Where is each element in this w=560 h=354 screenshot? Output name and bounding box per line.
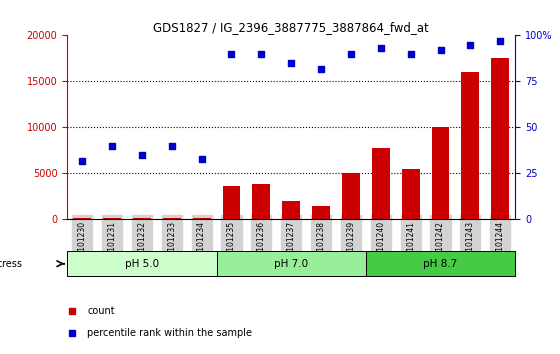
- Text: count: count: [87, 306, 115, 316]
- Bar: [491, 58, 509, 219]
- Point: [78, 158, 87, 164]
- Point: [347, 51, 356, 57]
- Bar: [366, 251, 515, 276]
- Point: [287, 60, 296, 66]
- Text: pH 7.0: pH 7.0: [274, 259, 308, 269]
- Point: [167, 143, 176, 149]
- Bar: [461, 72, 479, 219]
- Bar: [402, 169, 419, 219]
- Bar: [193, 218, 211, 219]
- Text: stress: stress: [0, 259, 22, 269]
- Point: [316, 66, 325, 72]
- Bar: [253, 184, 270, 219]
- Bar: [133, 218, 151, 219]
- Point: [227, 51, 236, 57]
- Bar: [372, 148, 390, 219]
- Text: pH 8.7: pH 8.7: [423, 259, 458, 269]
- Bar: [432, 127, 450, 219]
- Bar: [73, 218, 91, 219]
- Bar: [222, 186, 240, 219]
- Point: [496, 38, 505, 44]
- Point: [436, 47, 445, 53]
- Text: pH 5.0: pH 5.0: [125, 259, 159, 269]
- Bar: [217, 251, 366, 276]
- Bar: [312, 206, 330, 219]
- Bar: [67, 251, 217, 276]
- Point: [257, 51, 266, 57]
- Bar: [342, 173, 360, 219]
- Point: [197, 156, 206, 161]
- Point: [108, 143, 116, 149]
- Point: [137, 152, 146, 158]
- Bar: [103, 218, 121, 219]
- Title: GDS1827 / IG_2396_3887775_3887864_fwd_at: GDS1827 / IG_2396_3887775_3887864_fwd_at: [153, 21, 429, 34]
- Bar: [282, 201, 300, 219]
- Point: [406, 51, 415, 57]
- Point: [376, 45, 385, 51]
- Point: [466, 42, 475, 47]
- Bar: [163, 218, 181, 219]
- Text: percentile rank within the sample: percentile rank within the sample: [87, 328, 253, 338]
